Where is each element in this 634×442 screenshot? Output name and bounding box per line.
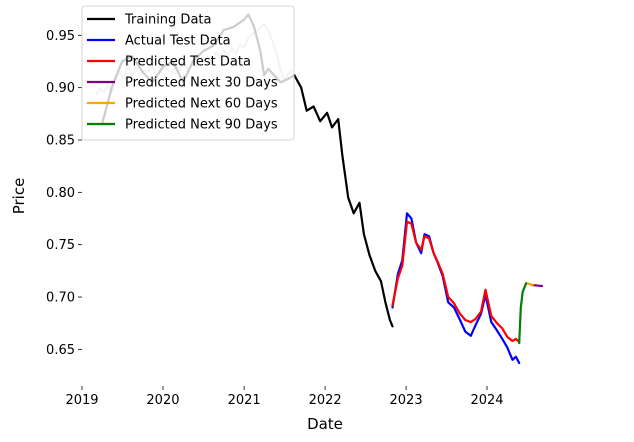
y-tick-label: 0.90 (46, 81, 75, 96)
legend-label-predicted-next-30-days: Predicted Next 30 Days (125, 76, 278, 91)
x-axis-title: Date (307, 415, 343, 433)
legend-label-predicted-next-60-days: Predicted Next 60 Days (125, 97, 278, 112)
series-line-predicted-next-90-days (518, 282, 528, 345)
y-tick-label: 0.95 (46, 29, 75, 44)
x-tick-label: 2019 (65, 393, 98, 408)
legend-label-actual-test-data: Actual Test Data (125, 34, 231, 49)
legend-label-training-data: Training Data (124, 13, 211, 28)
series-line-predicted-test-data (391, 220, 521, 344)
x-tick-label: 2024 (470, 393, 503, 408)
axes: 2019 2020 2021 2022 2023 2024 0.65 0.70 0.75 0.80… (10, 29, 504, 433)
series-line-predicted-next-60-days (525, 281, 534, 287)
x-tick-label: 2021 (228, 393, 261, 408)
y-tick-label: 0.75 (46, 238, 75, 253)
y-tick-label: 0.65 (46, 343, 75, 358)
legend: Training Data Actual Test Data Predicted T… (81, 5, 295, 141)
legend-label-predicted-test-data: Predicted Test Data (125, 55, 251, 70)
legend-box (81, 5, 295, 141)
x-tick-label: 2022 (309, 393, 342, 408)
legend-label-predicted-next-90-days: Predicted Next 90 Days (125, 118, 278, 133)
series-line-predicted-next-30-days (530, 283, 544, 288)
y-tick-label: 0.85 (46, 133, 75, 148)
series-line-actual-test-data (391, 212, 521, 365)
x-tick-label: 2020 (146, 393, 179, 408)
y-tick-label: 0.80 (46, 186, 75, 201)
y-tick-label: 0.70 (46, 291, 75, 306)
x-tick-label: 2023 (390, 393, 423, 408)
y-axis-title: Price (10, 178, 28, 215)
